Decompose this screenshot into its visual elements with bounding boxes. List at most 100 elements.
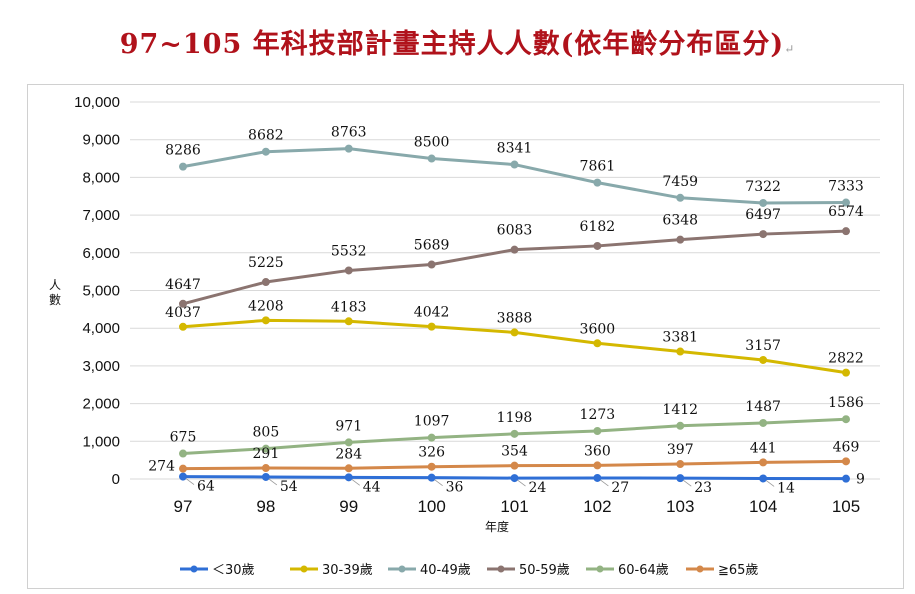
data-point [842,474,850,483]
data-point [510,245,519,254]
data-point [179,464,187,473]
data-label: 441 [750,440,777,456]
data-point [427,433,436,442]
data-point [261,444,270,453]
data-point [676,193,685,202]
data-label: 284 [335,446,362,462]
data-point [842,368,850,377]
data-label: 7333 [828,179,864,195]
data-label: 1586 [828,395,864,411]
label-leader [765,480,775,487]
data-point [427,322,436,331]
y-tick-label: 9,000 [82,132,120,149]
data-label: 1412 [662,402,698,418]
data-point [344,317,353,326]
data-label: 64 [197,479,215,495]
label-leader [683,479,692,487]
x-tick-label: 102 [583,497,611,516]
data-label: 1273 [580,407,616,423]
label-leader [351,479,360,486]
data-point [510,429,519,438]
data-point [593,427,602,436]
data-point [842,198,850,207]
data-label: 4647 [165,277,201,293]
legend-label: 50-59歲 [519,563,570,578]
data-label: 9 [856,472,865,488]
legend-label: 40-49歲 [420,563,471,578]
data-label: 4183 [331,299,367,315]
x-tick-label: 98 [256,497,275,516]
data-point [427,154,436,163]
data-label: 24 [529,480,547,496]
data-point [344,473,353,482]
label-leader [600,479,609,487]
data-point [759,355,768,364]
data-point [676,347,685,356]
data-point [261,316,270,325]
data-label: 8682 [248,128,284,144]
data-label: 4042 [414,305,450,321]
x-tick-label: 104 [749,497,777,516]
data-point [510,160,519,169]
chart-title: 97~105 年科技部計畫主持人人數(依年齡分布區分)↵ [0,22,915,61]
label-leader [517,479,526,487]
data-label: 326 [418,445,445,461]
data-label: 8341 [497,141,533,157]
data-point [261,278,270,287]
data-label: 4037 [165,305,201,321]
y-tick-label: 0 [112,471,120,488]
data-point [344,266,353,275]
data-point [842,415,850,424]
data-label: 469 [833,439,860,455]
data-label: 5689 [414,238,450,254]
x-tick-label: 105 [832,497,860,516]
data-label: 8286 [165,143,201,159]
data-point [676,235,685,244]
data-label: 5532 [331,243,367,259]
data-point [593,339,602,348]
legend-marker [190,565,198,573]
data-label: 274 [148,459,175,475]
legend-marker [596,565,604,573]
x-tick-label: 101 [500,497,528,516]
y-tick-label: 6,000 [82,245,120,262]
data-label: 6182 [580,219,616,235]
data-point [427,473,436,482]
data-point [179,322,187,331]
data-point [676,421,685,430]
data-point [261,472,270,481]
data-label: 6348 [662,213,698,229]
data-point [759,474,768,483]
label-leader [185,478,195,485]
data-label: 14 [777,480,795,496]
data-label: 3600 [580,321,616,337]
y-tick-label: 1,000 [82,433,120,450]
data-label: 1487 [745,399,781,415]
data-label: 8500 [414,135,450,151]
data-point [510,461,519,470]
data-point [759,230,768,239]
chart-title-text: 97~105 年科技部計畫主持人人數(依年齡分布區分) [119,29,785,60]
y-tick-label: 8,000 [82,169,120,186]
data-label: 44 [363,479,381,495]
data-label: 1097 [414,414,450,430]
data-label: 1198 [497,410,533,426]
data-label: 6497 [745,207,781,223]
data-label: 54 [280,479,298,495]
x-tick-label: 103 [666,497,694,516]
data-point [593,241,602,250]
data-point [759,198,768,207]
return-mark: ↵ [784,42,796,56]
data-point [179,162,187,171]
data-label: 3888 [497,310,533,326]
legend-label: ＜30歲 [212,563,255,578]
data-point [593,461,602,470]
data-point [759,458,768,467]
x-tick-label: 100 [417,497,445,516]
label-leader [434,479,443,486]
data-label: 23 [694,480,712,496]
data-label: 360 [584,443,611,459]
data-point [427,260,436,269]
